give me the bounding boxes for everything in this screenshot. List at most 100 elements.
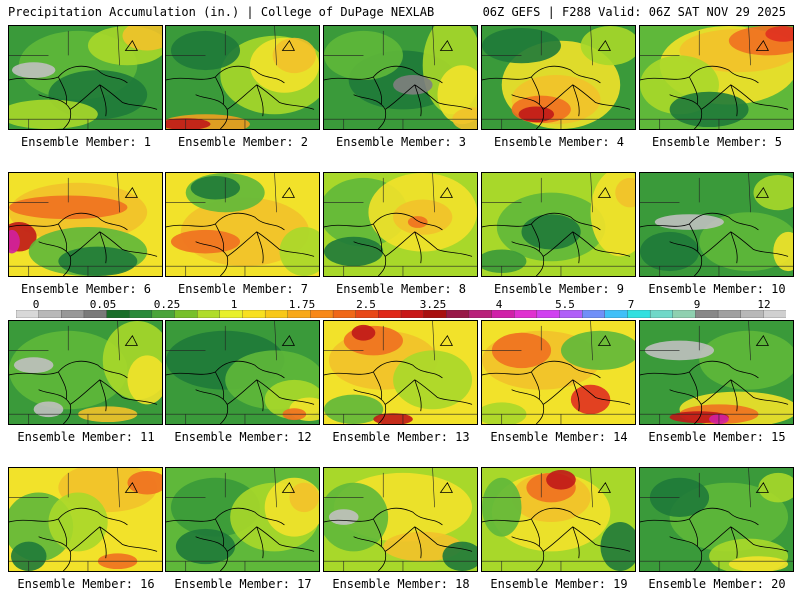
ensemble-map-panel bbox=[8, 172, 163, 277]
ensemble-member-label: Ensemble Member: 19 bbox=[490, 577, 628, 591]
ensemble-map-panel bbox=[639, 172, 794, 277]
scale-tick-label: 4 bbox=[495, 298, 503, 311]
precip-contour bbox=[33, 401, 64, 418]
ensemble-map-panel bbox=[323, 467, 478, 572]
precip-contour bbox=[521, 214, 581, 250]
precip-map bbox=[482, 173, 635, 276]
precip-map bbox=[324, 26, 477, 129]
state-borders bbox=[166, 321, 319, 424]
precip-contour bbox=[644, 340, 715, 361]
ensemble-member-label: Ensemble Member: 10 bbox=[648, 282, 786, 296]
chart-title: Precipitation Accumulation (in.) | Colle… bbox=[8, 5, 435, 19]
precip-contour bbox=[324, 394, 384, 424]
ensemble-member-label: Ensemble Member: 20 bbox=[648, 577, 786, 591]
state-borders bbox=[166, 26, 319, 129]
precip-contour bbox=[570, 384, 611, 415]
precip-map bbox=[640, 26, 793, 129]
great-lakes-coastline bbox=[166, 39, 315, 129]
ensemble-member-label: Ensemble Member: 17 bbox=[174, 577, 312, 591]
ensemble-member-label: Ensemble Member: 3 bbox=[335, 135, 467, 149]
ensemble-map-panel bbox=[481, 25, 636, 130]
precip-contour bbox=[127, 470, 162, 495]
scale-swatch bbox=[378, 310, 402, 318]
precip-contour bbox=[482, 402, 527, 424]
scale-swatch bbox=[740, 310, 765, 318]
scale-tick-label: 0 bbox=[32, 298, 40, 311]
precip-contour bbox=[654, 214, 724, 230]
precip-map bbox=[324, 321, 477, 424]
great-lakes-coastline bbox=[482, 481, 631, 571]
scale-swatch bbox=[649, 310, 674, 318]
state-borders bbox=[9, 468, 162, 571]
scale-tick-label: 12 bbox=[757, 298, 771, 311]
ensemble-map-panel bbox=[165, 25, 320, 130]
ensemble-map-panel bbox=[8, 320, 163, 425]
scale-tick-label: 0.25 bbox=[153, 298, 181, 311]
ensemble-member-label: Ensemble Member: 18 bbox=[332, 577, 470, 591]
precip-contour bbox=[765, 26, 793, 42]
precip-map bbox=[324, 173, 477, 276]
great-lakes-coastline bbox=[9, 334, 158, 424]
scale-swatch bbox=[242, 310, 266, 318]
state-borders bbox=[324, 468, 477, 571]
state-borders bbox=[324, 321, 477, 424]
ensemble-member-label: Ensemble Member: 5 bbox=[651, 135, 783, 149]
precip-contour bbox=[699, 212, 793, 272]
great-lakes-coastline bbox=[482, 186, 631, 276]
precip-contour bbox=[393, 75, 433, 95]
scale-swatch bbox=[264, 310, 289, 318]
precip-contour bbox=[289, 482, 319, 513]
state-borders bbox=[9, 173, 162, 276]
scale-swatch bbox=[514, 310, 538, 318]
scale-swatch bbox=[174, 310, 198, 318]
ensemble-map-panel bbox=[165, 172, 320, 277]
precip-contour bbox=[753, 174, 793, 211]
precip-contour bbox=[122, 26, 162, 51]
ensemble-map-panel bbox=[639, 467, 794, 572]
precip-contour bbox=[546, 469, 576, 490]
color-scale-labels: 0 0.05 0.25 1 1.75 2.5 3.25 4 5.5 7 9 12 bbox=[0, 298, 800, 311]
scale-swatch bbox=[536, 310, 561, 318]
precip-map bbox=[9, 321, 162, 424]
great-lakes-coastline bbox=[9, 186, 158, 276]
ensemble-map-panel bbox=[165, 467, 320, 572]
precip-contour bbox=[442, 541, 477, 571]
scale-swatch bbox=[310, 310, 334, 318]
great-lakes-coastline bbox=[166, 334, 315, 424]
precip-map bbox=[640, 173, 793, 276]
scale-swatch bbox=[129, 310, 153, 318]
scale-swatch bbox=[604, 310, 629, 318]
precip-map bbox=[166, 321, 319, 424]
scale-swatch bbox=[672, 310, 697, 318]
ensemble-map-panel bbox=[481, 467, 636, 572]
precip-map bbox=[640, 321, 793, 424]
great-lakes-coastline bbox=[640, 481, 789, 571]
ensemble-member-label: Ensemble Member: 1 bbox=[20, 135, 152, 149]
state-borders bbox=[640, 173, 793, 276]
ensemble-map-panel bbox=[323, 172, 478, 277]
ensemble-map-panel bbox=[639, 25, 794, 130]
color-scale-bar bbox=[16, 310, 786, 318]
great-lakes-coastline bbox=[640, 334, 789, 424]
precip-contour bbox=[482, 477, 522, 537]
scale-swatch bbox=[423, 310, 447, 318]
ensemble-map-panel bbox=[8, 25, 163, 130]
great-lakes-coastline bbox=[324, 481, 473, 571]
precip-map bbox=[166, 468, 319, 571]
precip-map bbox=[482, 321, 635, 424]
precip-contour bbox=[324, 236, 384, 267]
scale-swatch bbox=[38, 310, 62, 318]
scale-swatch bbox=[219, 310, 244, 318]
ensemble-map-panel bbox=[8, 467, 163, 572]
state-borders bbox=[482, 26, 635, 129]
precip-contour bbox=[328, 509, 359, 525]
state-borders bbox=[482, 468, 635, 571]
precip-contour bbox=[272, 37, 317, 74]
scale-swatch bbox=[559, 310, 583, 318]
precip-contour bbox=[699, 330, 793, 390]
precip-map bbox=[640, 468, 793, 571]
precip-contour bbox=[452, 107, 477, 129]
scale-swatch bbox=[627, 310, 651, 318]
precip-contour bbox=[615, 177, 635, 208]
precip-contour bbox=[669, 91, 749, 128]
